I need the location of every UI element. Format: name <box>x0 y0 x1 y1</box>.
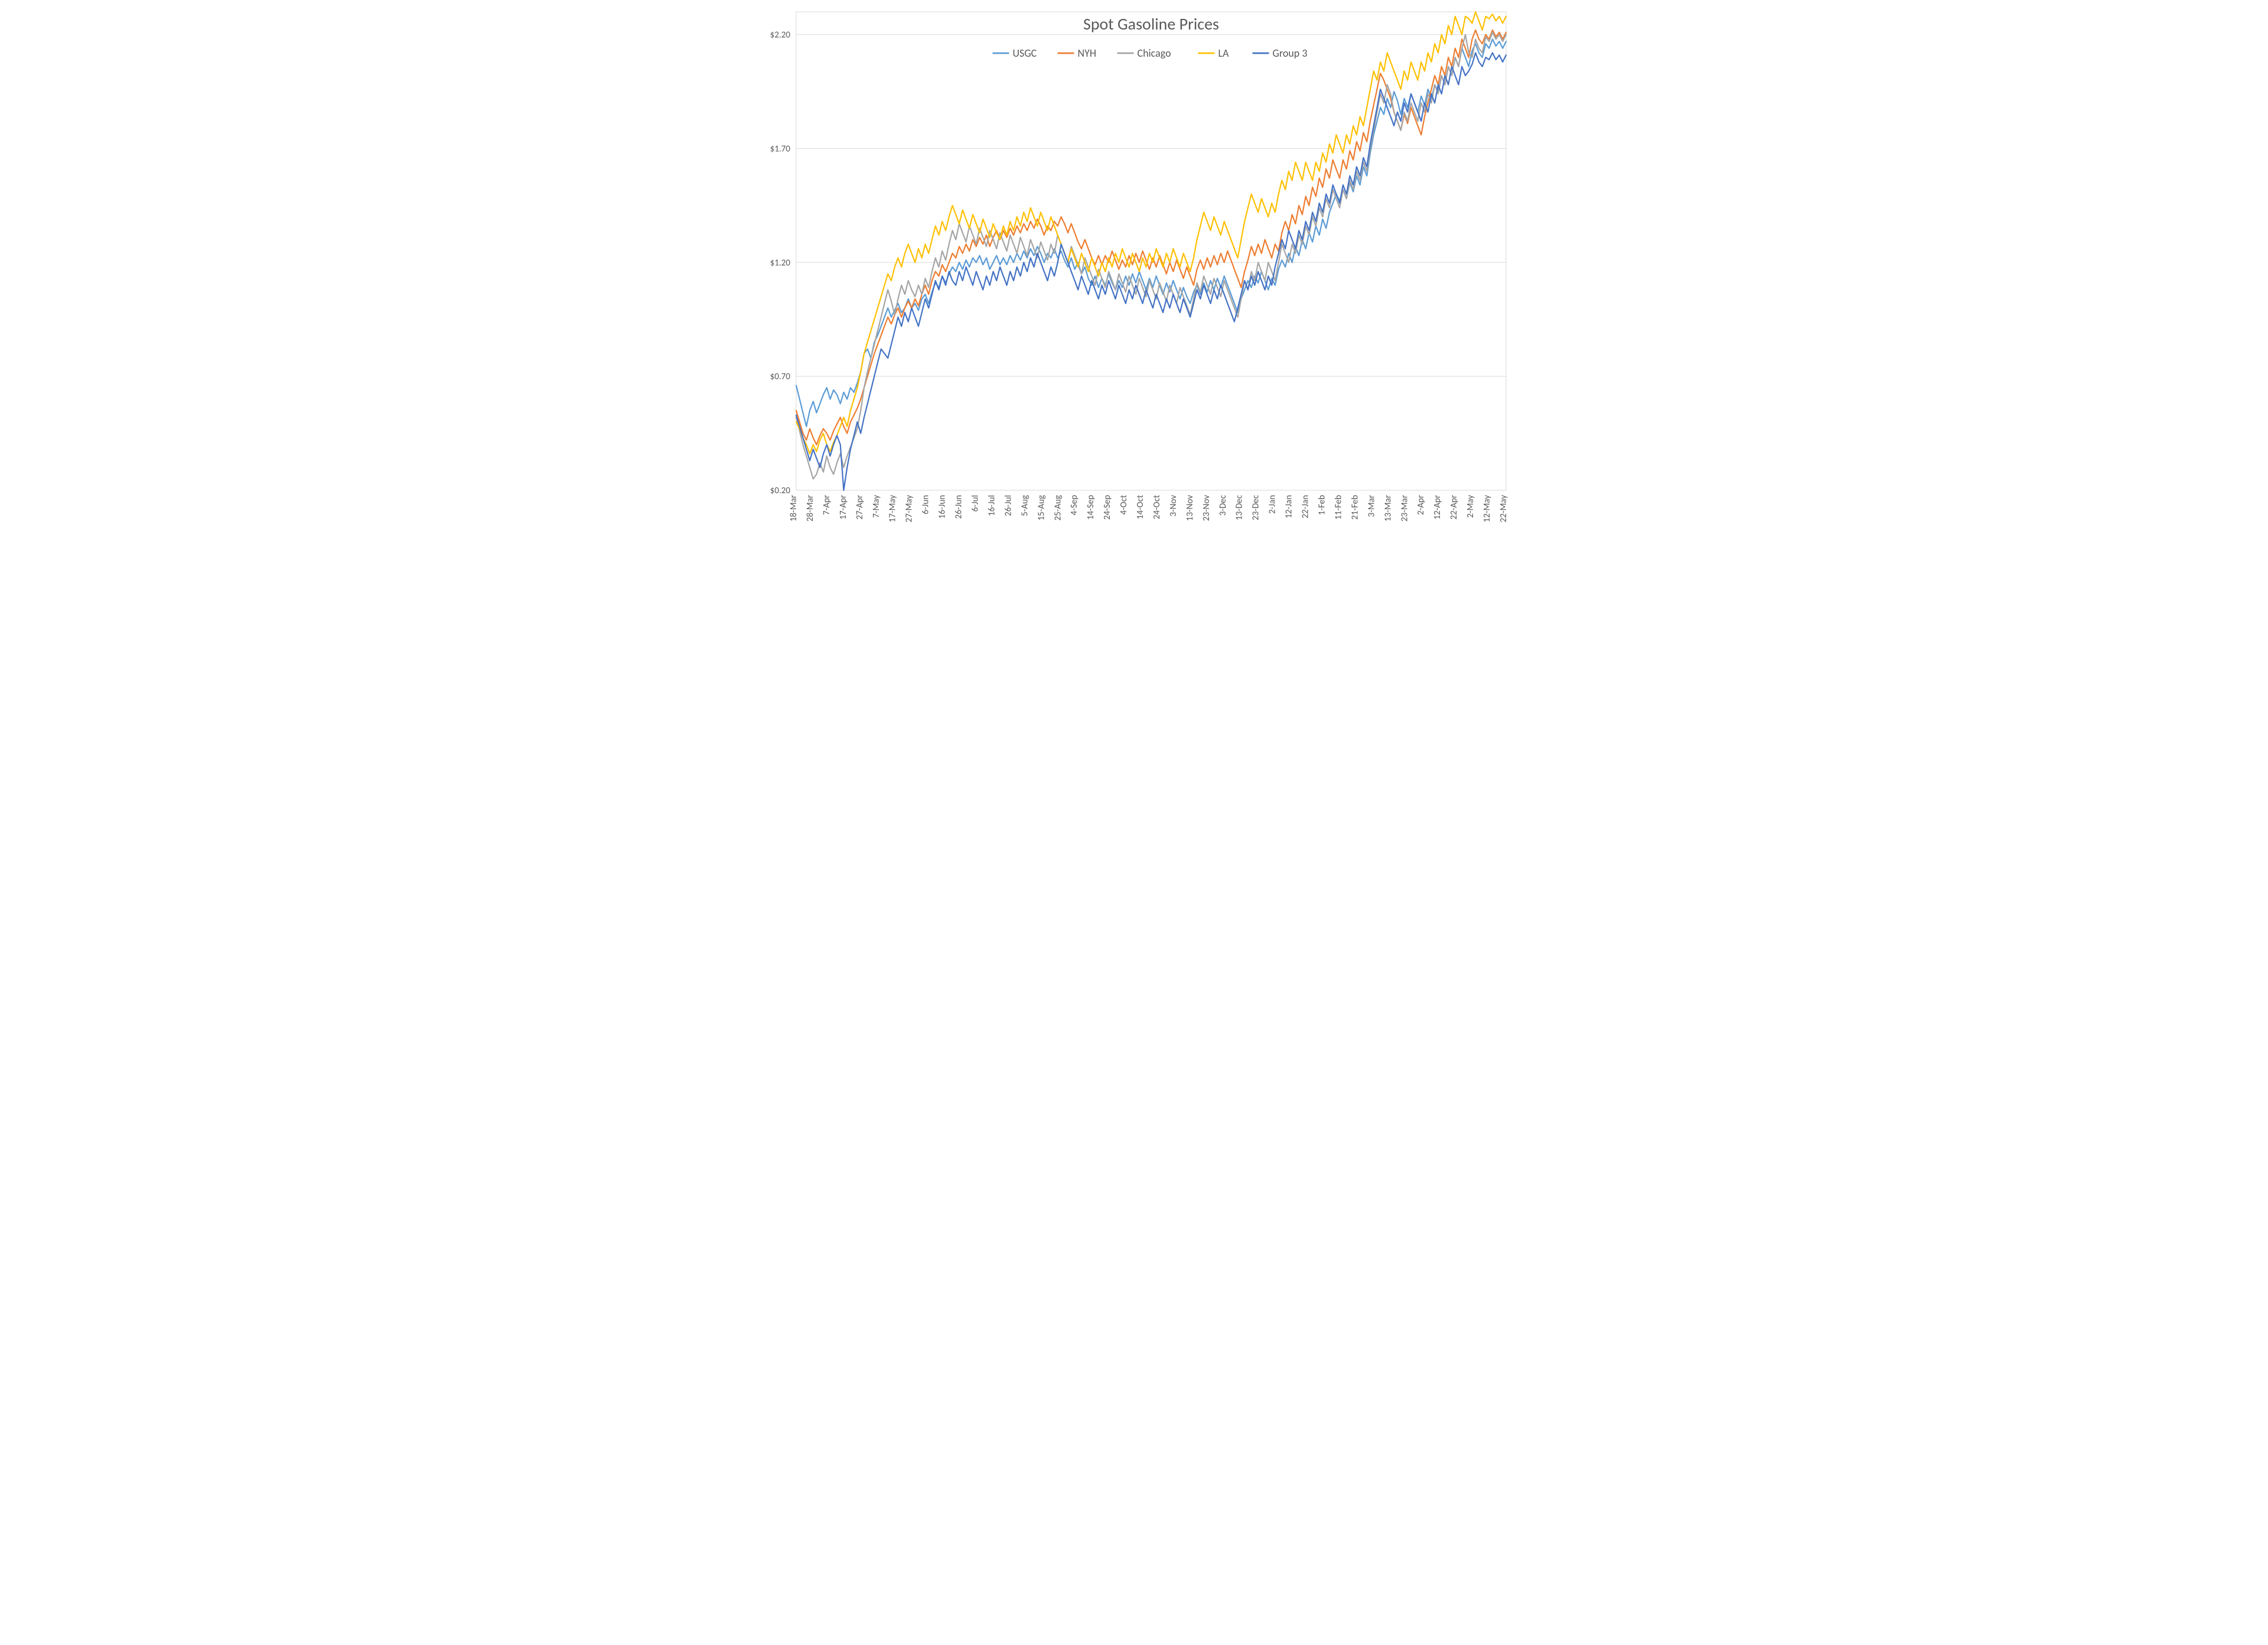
x-tick-label: 4-Sep <box>1069 495 1080 516</box>
y-tick-label: $0.70 <box>770 372 791 382</box>
x-tick-label: 2-Jan <box>1267 495 1278 514</box>
x-tick-label: 13-Mar <box>1383 495 1393 522</box>
legend-label: LA <box>1218 47 1230 60</box>
x-tick-label: 6-Jul <box>970 495 980 512</box>
x-tick-label: 25-Aug <box>1052 495 1063 520</box>
x-tick-label: 14-Sep <box>1086 495 1096 520</box>
legend-label: NYH <box>1078 47 1097 60</box>
x-tick-label: 12-Apr <box>1432 495 1443 520</box>
y-tick-label: $0.20 <box>770 486 791 496</box>
x-tick-label: 13-Nov <box>1185 495 1195 521</box>
x-tick-label: 3-Nov <box>1168 495 1179 517</box>
y-tick-label: $2.20 <box>770 30 791 41</box>
x-tick-label: 5-Aug <box>1019 495 1030 516</box>
x-tick-label: 28-Mar <box>805 495 816 522</box>
x-tick-label: 27-Apr <box>855 495 865 520</box>
x-tick-label: 21-Feb <box>1350 495 1360 520</box>
x-tick-label: 18-Mar <box>788 495 799 522</box>
x-tick-label: 24-Oct <box>1152 495 1162 519</box>
legend-label: USGC <box>1013 47 1037 60</box>
x-tick-label: 17-Apr <box>838 495 849 520</box>
chart-container: $0.20 $0.70 $1.20 $1.70 $2.20 18-Mar 28-Mar 7-A… <box>756 0 1512 548</box>
x-tick-label: 26-Jun <box>954 495 964 519</box>
x-tick-label: 11-Feb <box>1333 495 1344 520</box>
x-tick-label: 16-Jul <box>986 495 997 516</box>
chart-title: Spot Gasoline Prices <box>1083 14 1219 34</box>
x-tick-label: 3-Mar <box>1366 495 1377 517</box>
x-tick-label: 12-May <box>1482 495 1493 523</box>
x-tick-label: 23-Dec <box>1251 494 1262 520</box>
x-tick-label: 14-Oct <box>1135 495 1146 519</box>
legend-label: Chicago <box>1138 47 1171 60</box>
chart-svg: $0.20 $0.70 $1.20 $1.70 $2.20 18-Mar 28-Mar 7-A… <box>756 0 1512 548</box>
x-tick-label: 7-Apr <box>822 495 832 515</box>
y-tick-label: $1.20 <box>770 258 791 268</box>
x-tick-label: 1-Feb <box>1317 495 1328 515</box>
x-tick-label: 12-Jan <box>1284 495 1295 519</box>
x-tick-label: 23-Nov <box>1201 495 1212 521</box>
x-tick-label: 6-Jun <box>921 495 931 514</box>
x-tick-label: 22-May <box>1498 495 1509 523</box>
legend-label: Group 3 <box>1273 47 1308 60</box>
x-tick-label: 13-Dec <box>1234 494 1245 520</box>
x-tick-label: 4-Oct <box>1119 495 1129 515</box>
x-tick-label: 22-Jan <box>1301 495 1311 519</box>
x-tick-label: 24-Sep <box>1102 495 1113 520</box>
x-tick-label: 22-Apr <box>1449 495 1459 520</box>
x-tick-label: 26-Jul <box>1003 495 1014 516</box>
y-tick-label: $1.70 <box>770 144 791 154</box>
x-tick-label: 7-May <box>871 495 882 518</box>
x-tick-label: 17-May <box>888 495 898 523</box>
x-tick-label: 3-Dec <box>1218 494 1228 516</box>
x-tick-label: 23-Mar <box>1399 495 1410 522</box>
x-tick-label: 27-May <box>904 495 915 523</box>
x-tick-label: 15-Aug <box>1036 495 1047 520</box>
x-tick-label: 2-Apr <box>1416 495 1426 515</box>
x-tick-label: 16-Jun <box>937 495 948 519</box>
x-tick-label: 2-May <box>1465 495 1476 518</box>
